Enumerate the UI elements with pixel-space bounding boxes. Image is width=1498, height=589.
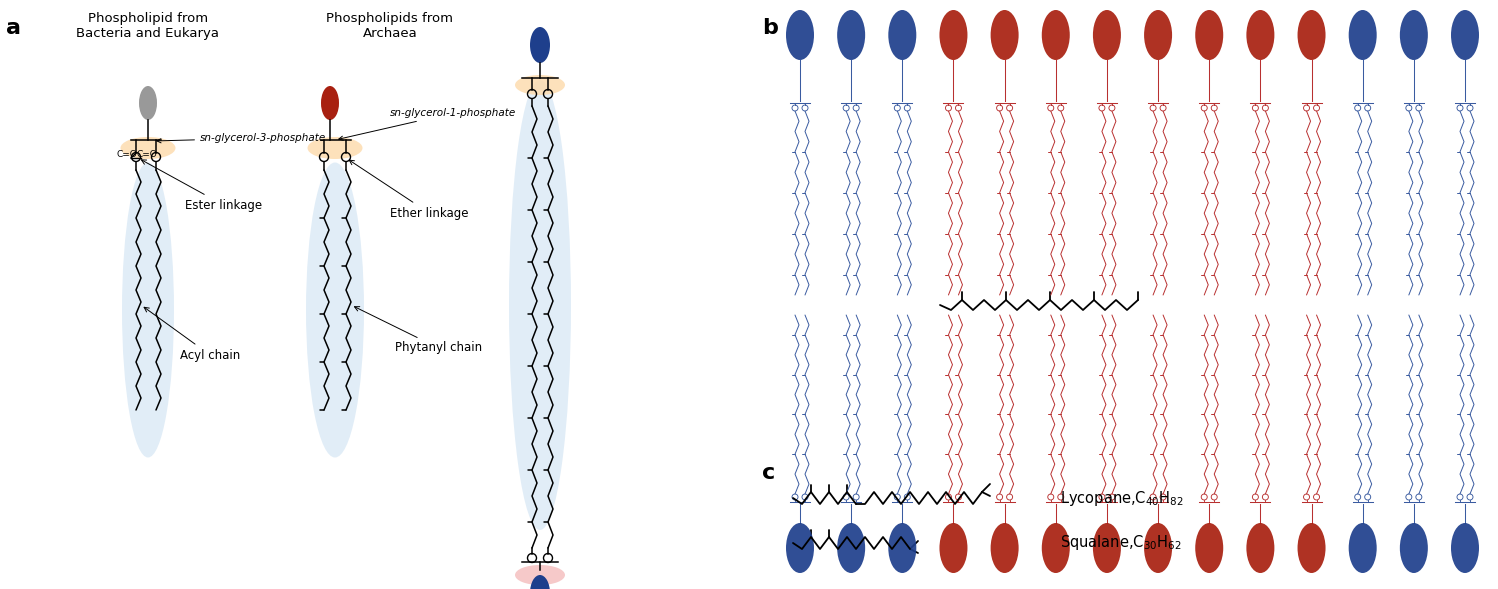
Ellipse shape: [306, 163, 364, 458]
Ellipse shape: [1348, 10, 1377, 60]
Ellipse shape: [530, 27, 550, 63]
Text: C=O: C=O: [136, 150, 157, 159]
Text: C=O: C=O: [117, 150, 138, 159]
Ellipse shape: [509, 80, 571, 530]
Ellipse shape: [888, 10, 917, 60]
Ellipse shape: [120, 137, 175, 159]
Text: a: a: [6, 18, 21, 38]
Text: Lycopane,C$_{40}$H$_{82}$: Lycopane,C$_{40}$H$_{82}$: [1061, 488, 1183, 508]
Ellipse shape: [1399, 523, 1428, 573]
Ellipse shape: [1144, 523, 1171, 573]
Text: Phospholipid from
Bacteria and Eukarya: Phospholipid from Bacteria and Eukarya: [76, 12, 220, 40]
Ellipse shape: [837, 10, 866, 60]
Text: sn-glycerol-3-phosphate: sn-glycerol-3-phosphate: [157, 133, 327, 143]
Text: Squalane,C$_{30}$H$_{62}$: Squalane,C$_{30}$H$_{62}$: [1061, 534, 1182, 552]
Ellipse shape: [1094, 523, 1121, 573]
Ellipse shape: [530, 575, 550, 589]
Ellipse shape: [1246, 10, 1275, 60]
Ellipse shape: [990, 10, 1019, 60]
Ellipse shape: [1348, 523, 1377, 573]
Ellipse shape: [990, 523, 1019, 573]
Ellipse shape: [321, 86, 339, 120]
Ellipse shape: [1399, 10, 1428, 60]
Ellipse shape: [515, 75, 565, 95]
Text: Acyl chain: Acyl chain: [144, 307, 240, 362]
Text: Phospholipids from
Archaea: Phospholipids from Archaea: [327, 12, 454, 40]
Ellipse shape: [837, 523, 866, 573]
Ellipse shape: [888, 523, 917, 573]
Ellipse shape: [939, 523, 968, 573]
Ellipse shape: [1195, 523, 1224, 573]
Ellipse shape: [1041, 523, 1070, 573]
Text: Ether linkage: Ether linkage: [349, 160, 469, 220]
Ellipse shape: [1297, 10, 1326, 60]
Ellipse shape: [1452, 523, 1479, 573]
Ellipse shape: [307, 137, 363, 159]
Ellipse shape: [939, 10, 968, 60]
Ellipse shape: [786, 523, 813, 573]
Text: Phytanyl chain: Phytanyl chain: [355, 307, 482, 355]
Text: Ester linkage: Ester linkage: [141, 160, 262, 211]
Ellipse shape: [1246, 523, 1275, 573]
Ellipse shape: [1041, 10, 1070, 60]
Text: c: c: [762, 463, 776, 483]
Ellipse shape: [139, 86, 157, 120]
Ellipse shape: [786, 10, 813, 60]
Ellipse shape: [515, 565, 565, 585]
Text: sn-glycerol-1-phosphate: sn-glycerol-1-phosphate: [339, 108, 517, 140]
Text: b: b: [762, 18, 777, 38]
Ellipse shape: [1094, 10, 1121, 60]
Ellipse shape: [1195, 10, 1224, 60]
Ellipse shape: [121, 163, 174, 458]
Ellipse shape: [1144, 10, 1171, 60]
Ellipse shape: [1452, 10, 1479, 60]
Ellipse shape: [1297, 523, 1326, 573]
